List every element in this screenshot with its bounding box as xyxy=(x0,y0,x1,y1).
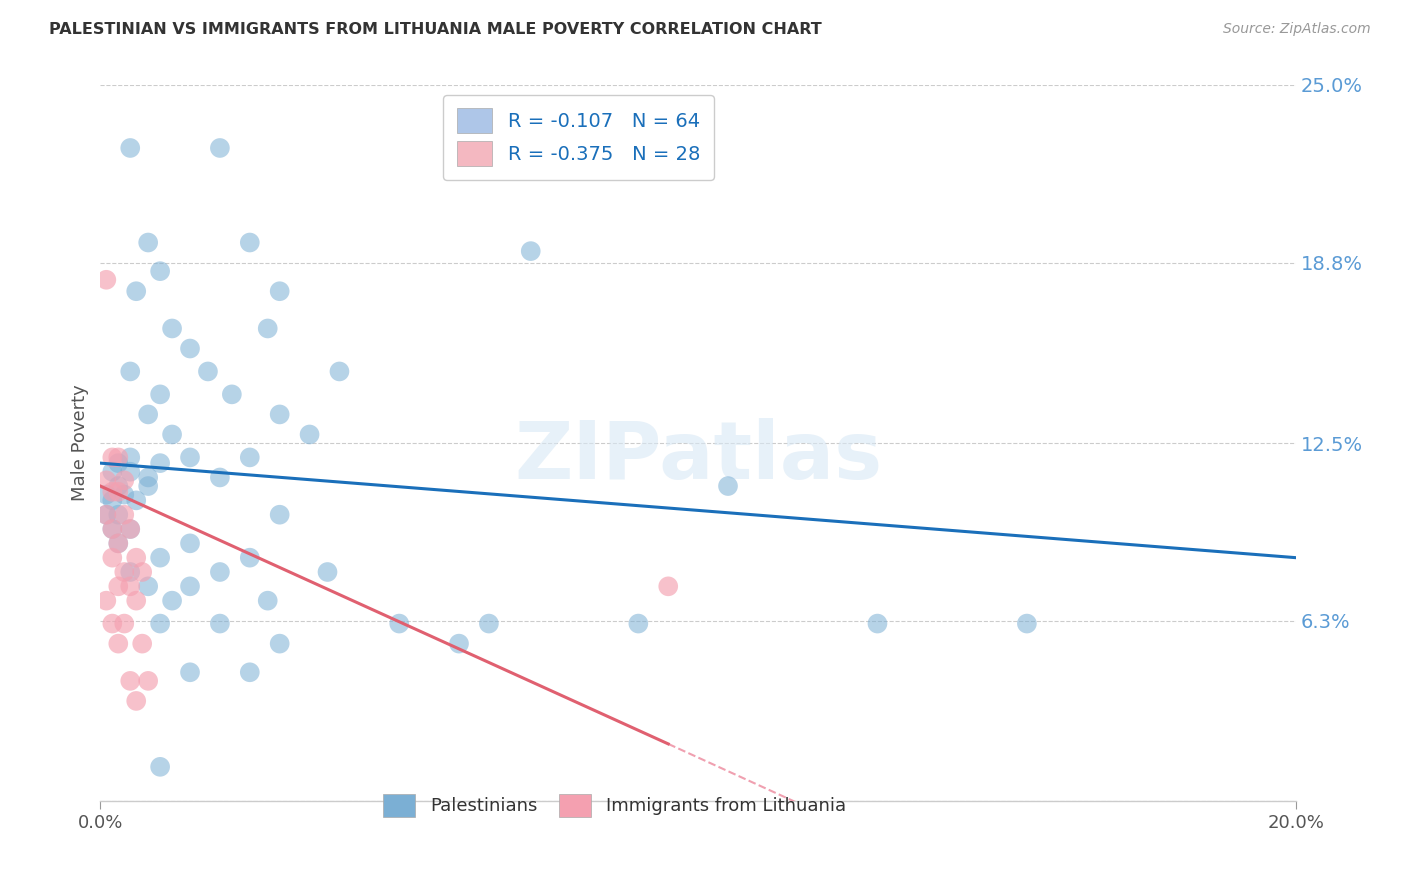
Point xyxy=(149,616,172,631)
Y-axis label: Male Poverty: Male Poverty xyxy=(72,384,89,501)
Point xyxy=(96,488,118,502)
Point xyxy=(120,364,142,378)
Point xyxy=(269,508,291,522)
Point xyxy=(101,522,124,536)
Point xyxy=(208,470,231,484)
Point xyxy=(120,673,142,688)
Point xyxy=(208,616,231,631)
Point xyxy=(112,473,135,487)
Point xyxy=(269,284,291,298)
Point xyxy=(125,593,148,607)
Point xyxy=(107,479,129,493)
Point xyxy=(101,484,124,499)
Point xyxy=(107,579,129,593)
Point xyxy=(388,616,411,631)
Point xyxy=(112,508,135,522)
Point xyxy=(101,616,124,631)
Point xyxy=(149,387,172,401)
Point xyxy=(131,637,153,651)
Point xyxy=(112,565,135,579)
Point xyxy=(107,637,129,651)
Point xyxy=(179,536,201,550)
Point xyxy=(120,579,142,593)
Point xyxy=(179,450,201,465)
Point xyxy=(107,508,129,522)
Point xyxy=(1015,616,1038,631)
Point xyxy=(107,536,129,550)
Point xyxy=(149,264,172,278)
Point xyxy=(269,408,291,422)
Point xyxy=(239,550,262,565)
Point xyxy=(160,427,183,442)
Legend: Palestinians, Immigrants from Lithuania: Palestinians, Immigrants from Lithuania xyxy=(373,783,856,828)
Point xyxy=(160,593,183,607)
Point xyxy=(107,456,129,470)
Point xyxy=(107,450,129,465)
Point xyxy=(96,473,118,487)
Point xyxy=(120,565,142,579)
Point xyxy=(125,550,148,565)
Point xyxy=(239,450,262,465)
Point xyxy=(96,593,118,607)
Point xyxy=(120,465,142,479)
Point xyxy=(107,484,129,499)
Point xyxy=(478,616,501,631)
Point xyxy=(208,565,231,579)
Point xyxy=(179,665,201,680)
Point xyxy=(131,565,153,579)
Point xyxy=(179,342,201,356)
Point xyxy=(125,284,148,298)
Point xyxy=(120,522,142,536)
Point xyxy=(208,141,231,155)
Point xyxy=(120,522,142,536)
Point xyxy=(96,508,118,522)
Point xyxy=(328,364,350,378)
Point xyxy=(107,536,129,550)
Point xyxy=(179,579,201,593)
Point xyxy=(120,450,142,465)
Point xyxy=(256,321,278,335)
Point xyxy=(96,508,118,522)
Point xyxy=(866,616,889,631)
Point xyxy=(101,550,124,565)
Point xyxy=(125,694,148,708)
Point xyxy=(239,235,262,250)
Point xyxy=(101,522,124,536)
Point xyxy=(316,565,339,579)
Point xyxy=(96,273,118,287)
Point xyxy=(256,593,278,607)
Point xyxy=(125,493,148,508)
Point xyxy=(519,244,541,259)
Point xyxy=(149,456,172,470)
Point xyxy=(136,470,159,484)
Point xyxy=(101,465,124,479)
Point xyxy=(112,488,135,502)
Point xyxy=(112,616,135,631)
Point xyxy=(160,321,183,335)
Point xyxy=(221,387,243,401)
Point xyxy=(136,479,159,493)
Point xyxy=(101,493,124,508)
Point xyxy=(298,427,321,442)
Point xyxy=(136,235,159,250)
Point xyxy=(197,364,219,378)
Text: Source: ZipAtlas.com: Source: ZipAtlas.com xyxy=(1223,22,1371,37)
Point xyxy=(447,637,470,651)
Point xyxy=(717,479,740,493)
Text: PALESTINIAN VS IMMIGRANTS FROM LITHUANIA MALE POVERTY CORRELATION CHART: PALESTINIAN VS IMMIGRANTS FROM LITHUANIA… xyxy=(49,22,823,37)
Point xyxy=(149,760,172,774)
Text: ZIPatlas: ZIPatlas xyxy=(515,418,882,497)
Point xyxy=(627,616,650,631)
Point xyxy=(120,141,142,155)
Point xyxy=(149,550,172,565)
Point xyxy=(657,579,679,593)
Point xyxy=(136,408,159,422)
Point xyxy=(239,665,262,680)
Point xyxy=(136,673,159,688)
Point xyxy=(136,579,159,593)
Point xyxy=(101,450,124,465)
Point xyxy=(269,637,291,651)
